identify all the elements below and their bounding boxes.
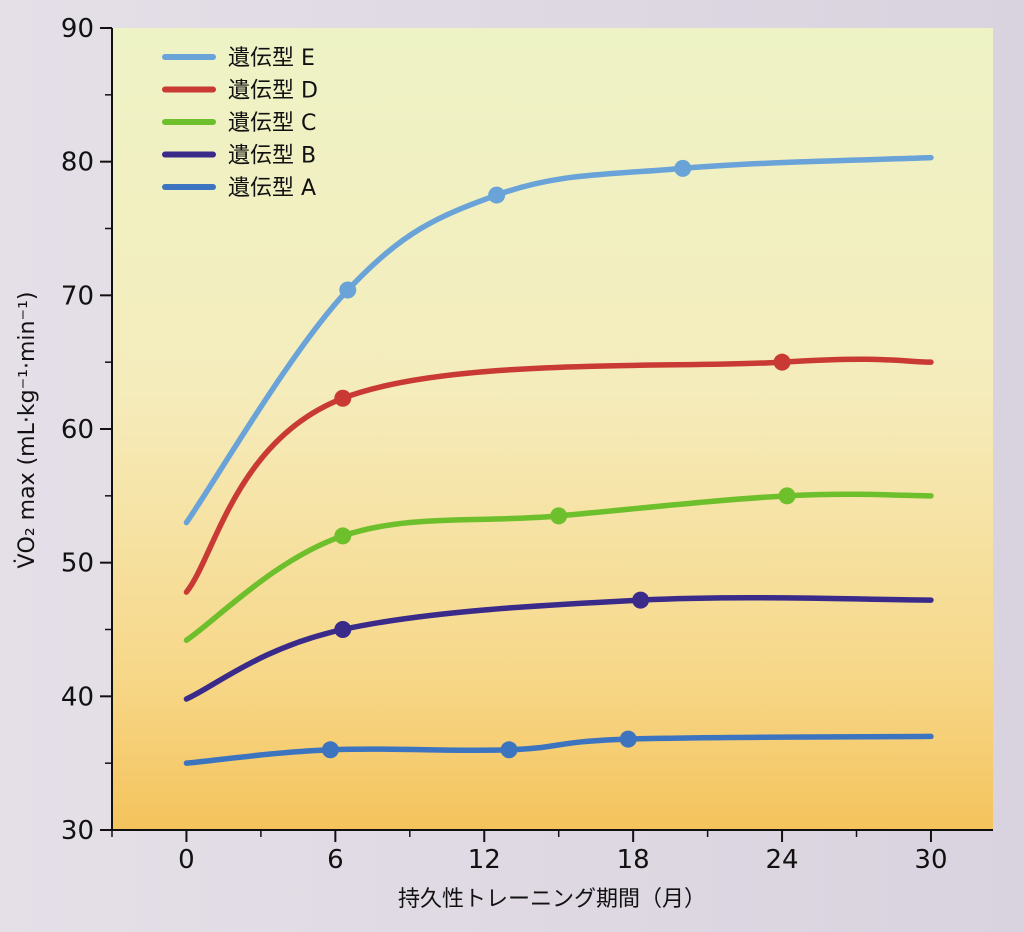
x-tick-label: 12 — [468, 845, 501, 875]
data-point — [500, 741, 518, 759]
x-tick-label: 18 — [617, 845, 650, 875]
y-tick-label: 60 — [61, 415, 94, 445]
data-point — [550, 507, 568, 525]
series-layer — [183, 154, 934, 766]
series-line — [183, 356, 934, 595]
y-tick-label: 80 — [61, 148, 94, 178]
series-line — [183, 594, 934, 702]
data-point — [334, 389, 352, 407]
legend-label: 遺伝型 B — [228, 144, 316, 169]
y-axis-title: V̇O₂ max (mL·kg⁻¹·min⁻¹) — [14, 292, 40, 569]
x-tick-label: 0 — [178, 845, 195, 875]
legend: 遺伝型 E 遺伝型 D 遺伝型 C 遺伝型 B 遺伝型 A — [162, 46, 318, 201]
data-point — [674, 159, 692, 177]
series-group — [183, 487, 934, 643]
series-group — [183, 591, 934, 702]
x-axis-title: 持久性トレーニング期間（月） — [398, 887, 706, 912]
legend-label: 遺伝型 D — [228, 79, 318, 104]
y-tick-label: 90 — [61, 14, 94, 44]
series-group — [183, 353, 934, 595]
data-point — [488, 186, 506, 204]
data-point — [778, 487, 796, 505]
data-point — [321, 741, 339, 759]
x-tick-label: 24 — [766, 845, 799, 875]
data-point — [632, 591, 650, 609]
y-tick-label: 30 — [61, 816, 94, 846]
y-tick-label: 70 — [61, 281, 94, 311]
data-point — [334, 621, 352, 638]
x-tick-label: 6 — [327, 845, 344, 875]
series-group — [183, 154, 934, 526]
data-point — [334, 527, 352, 545]
legend-label: 遺伝型 A — [228, 176, 316, 201]
legend-label: 遺伝型 C — [228, 111, 316, 136]
data-point — [619, 730, 637, 748]
x-tick-label: 30 — [914, 845, 947, 875]
y-tick-label: 40 — [61, 682, 94, 712]
y-tick-label: 50 — [61, 549, 94, 579]
data-point — [339, 281, 357, 299]
legend-label: 遺伝型 E — [228, 46, 315, 71]
series-group — [183, 730, 934, 766]
data-point — [773, 353, 791, 371]
axes: 30 40 50 60 70 80 90 0 6 12 18 24 30 — [61, 14, 993, 875]
